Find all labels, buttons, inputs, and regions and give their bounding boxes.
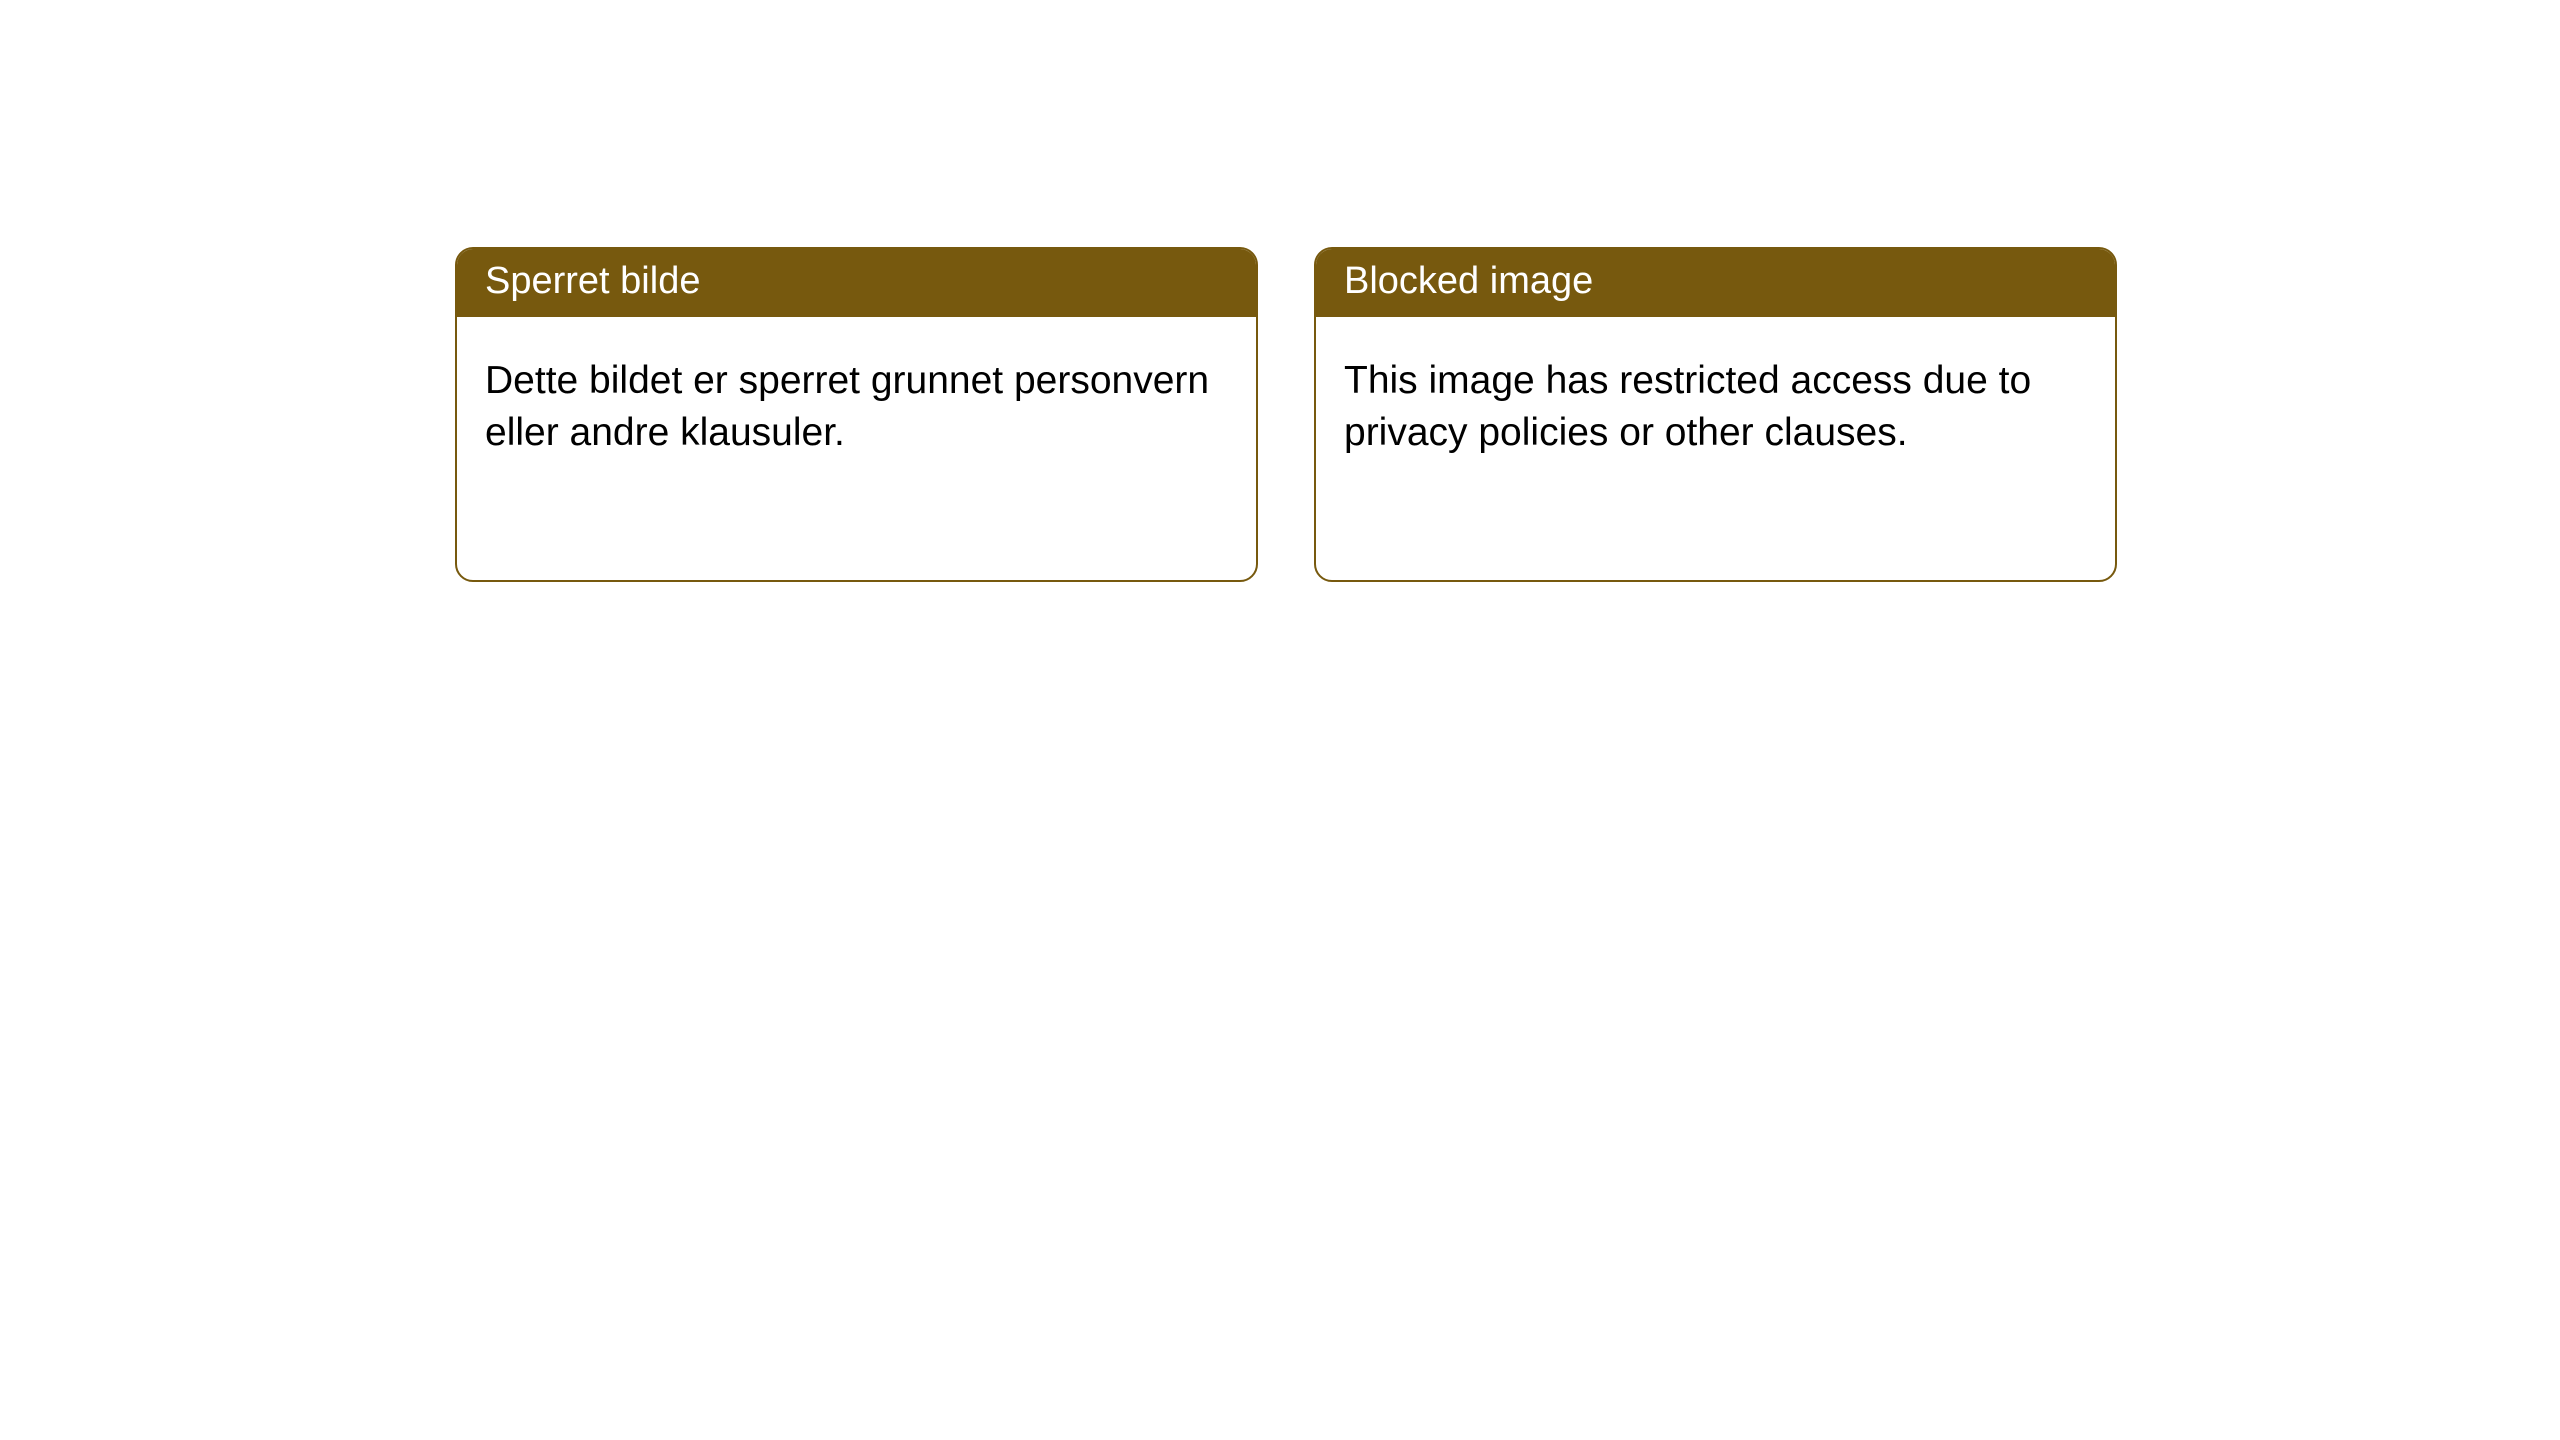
card-message: Dette bildet er sperret grunnet personve… <box>485 359 1209 455</box>
card-body: Dette bildet er sperret grunnet personve… <box>457 317 1256 498</box>
card-message: This image has restricted access due to … <box>1344 359 2031 455</box>
card-title: Blocked image <box>1344 260 1593 302</box>
card-body: This image has restricted access due to … <box>1316 317 2115 498</box>
card-header: Sperret bilde <box>457 249 1256 317</box>
card-norwegian: Sperret bilde Dette bildet er sperret gr… <box>455 247 1258 582</box>
card-header: Blocked image <box>1316 249 2115 317</box>
cards-wrapper: Sperret bilde Dette bildet er sperret gr… <box>455 247 2117 582</box>
card-title: Sperret bilde <box>485 260 700 302</box>
card-english: Blocked image This image has restricted … <box>1314 247 2117 582</box>
